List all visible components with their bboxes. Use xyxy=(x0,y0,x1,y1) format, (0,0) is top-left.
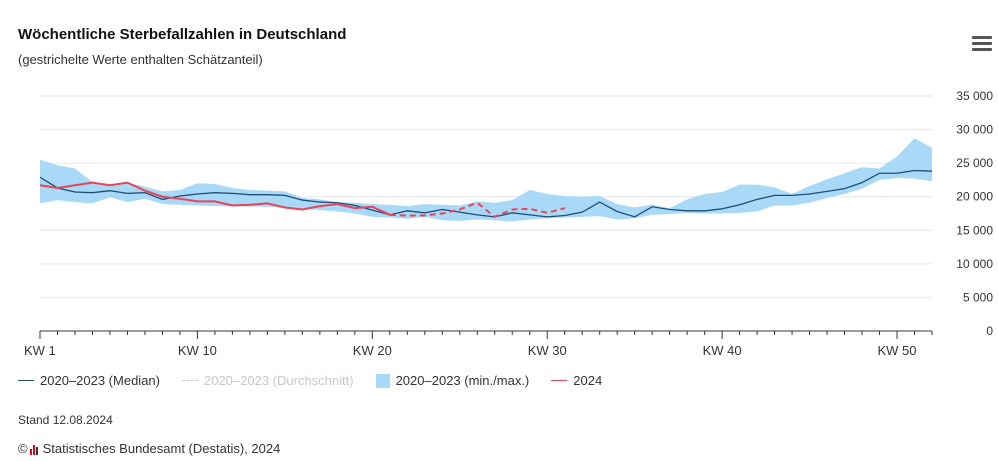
legend-item-minmax[interactable]: 2020–2023 (min./max.) xyxy=(375,373,530,388)
legend-label-2024: 2024 xyxy=(573,373,603,388)
x-tick-label: KW 40 xyxy=(703,343,742,358)
legend-swatch-median xyxy=(18,380,34,381)
legend-swatch-minmax xyxy=(375,373,390,388)
legend-swatch-2024 xyxy=(551,380,568,381)
destatis-logo-icon xyxy=(29,443,39,455)
x-tick-label: KW 20 xyxy=(353,343,392,358)
credit-text[interactable]: Statistisches Bundesamt (Destatis), 2024 xyxy=(42,441,281,456)
legend-label-average: 2020–2023 (Durchschnitt) xyxy=(203,373,354,388)
y-tick-label: 15 000 xyxy=(956,223,993,237)
legend: 2020–2023 (Median) 2020–2023 (Durchschni… xyxy=(18,373,624,388)
x-tick-label: KW 1 xyxy=(24,343,56,358)
minmax-band xyxy=(40,138,932,222)
line-2024-solid xyxy=(39,181,391,216)
y-tick-label: 0 xyxy=(986,324,993,338)
hamburger-menu-icon[interactable] xyxy=(972,36,992,52)
x-tick-label: KW 30 xyxy=(528,343,567,358)
chart-subtitle: (gestrichelte Werte enthalten Schätzante… xyxy=(18,52,263,67)
y-tick-label: 20 000 xyxy=(956,190,993,204)
credit: © Statistisches Bundesamt (Destatis), 20… xyxy=(18,441,280,456)
x-tick-label: KW 50 xyxy=(878,343,917,358)
line-2024-estimated xyxy=(389,201,565,219)
legend-label-median: 2020–2023 (Median) xyxy=(40,373,160,388)
y-tick-label: 35 000 xyxy=(956,89,993,103)
chart-title: Wöchentliche Sterbefallzahlen in Deutsch… xyxy=(18,26,347,43)
y-tick-label: 30 000 xyxy=(956,123,993,137)
y-tick-label: 25 000 xyxy=(956,156,993,170)
copyright-symbol: © xyxy=(18,441,28,456)
legend-item-median[interactable]: 2020–2023 (Median) xyxy=(18,373,160,388)
stand-date: Stand 12.08.2024 xyxy=(18,413,113,427)
median-line xyxy=(39,169,933,218)
y-tick-label: 5 000 xyxy=(963,290,993,304)
legend-item-average[interactable]: 2020–2023 (Durchschnitt) xyxy=(181,373,354,388)
y-tick-label: 10 000 xyxy=(956,257,993,271)
legend-label-minmax: 2020–2023 (min./max.) xyxy=(395,373,530,388)
legend-swatch-average xyxy=(181,380,198,381)
x-tick-label: KW 10 xyxy=(178,343,217,358)
legend-item-2024[interactable]: 2024 xyxy=(551,373,602,388)
